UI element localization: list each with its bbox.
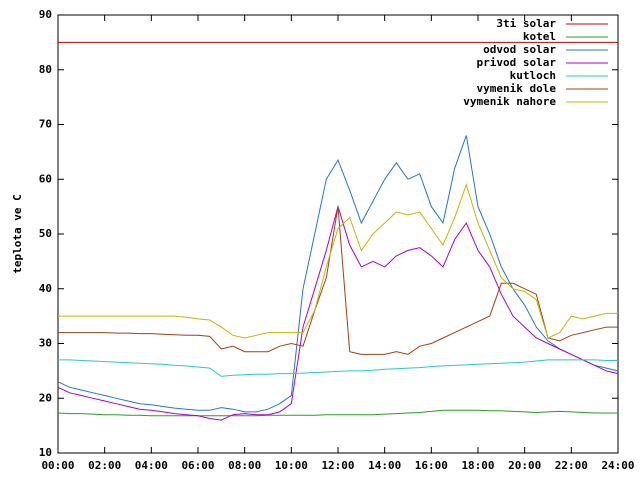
- x-tick-label: 16:00: [415, 459, 448, 472]
- y-tick-label: 10: [39, 446, 52, 459]
- series-line: [57, 409, 618, 417]
- legend-label: odvod solar: [483, 43, 556, 56]
- legend-label: kotel: [523, 30, 556, 43]
- x-tick-label: 04:00: [135, 459, 168, 472]
- x-tick-label: 22:00: [555, 459, 588, 472]
- y-tick-label: 60: [39, 172, 52, 185]
- legend-label: vymenik nahore: [463, 95, 556, 108]
- x-tick-label: 08:00: [228, 459, 261, 472]
- legend-label: vymenik dole: [477, 82, 557, 95]
- legend-label: 3ti solar: [496, 17, 556, 30]
- x-tick-label: 18:00: [461, 459, 494, 472]
- series-line: [57, 135, 619, 413]
- y-tick-label: 80: [39, 63, 52, 76]
- x-tick-label: 14:00: [368, 459, 401, 472]
- series-line: [58, 359, 618, 377]
- y-tick-label: 90: [39, 8, 52, 21]
- y-tick-label: 40: [39, 282, 52, 295]
- series-line: [58, 206, 618, 355]
- legend-label: kutloch: [510, 69, 556, 82]
- y-tick-label: 20: [39, 391, 52, 404]
- y-tick-label: 50: [39, 227, 52, 240]
- x-tick-label: 06:00: [181, 459, 214, 472]
- y-axis-label: teplota ve C: [11, 194, 24, 273]
- x-tick-label: 12:00: [321, 459, 354, 472]
- x-tick-label: 02:00: [88, 459, 121, 472]
- y-tick-label: 70: [39, 118, 52, 131]
- x-tick-label: 00:00: [41, 459, 74, 472]
- x-tick-label: 10:00: [275, 459, 308, 472]
- x-tick-label: 20:00: [508, 459, 541, 472]
- legend-label: privod solar: [477, 56, 557, 69]
- y-tick-label: 30: [39, 337, 52, 350]
- series-line: [58, 183, 618, 339]
- x-tick-label: 24:00: [601, 459, 634, 472]
